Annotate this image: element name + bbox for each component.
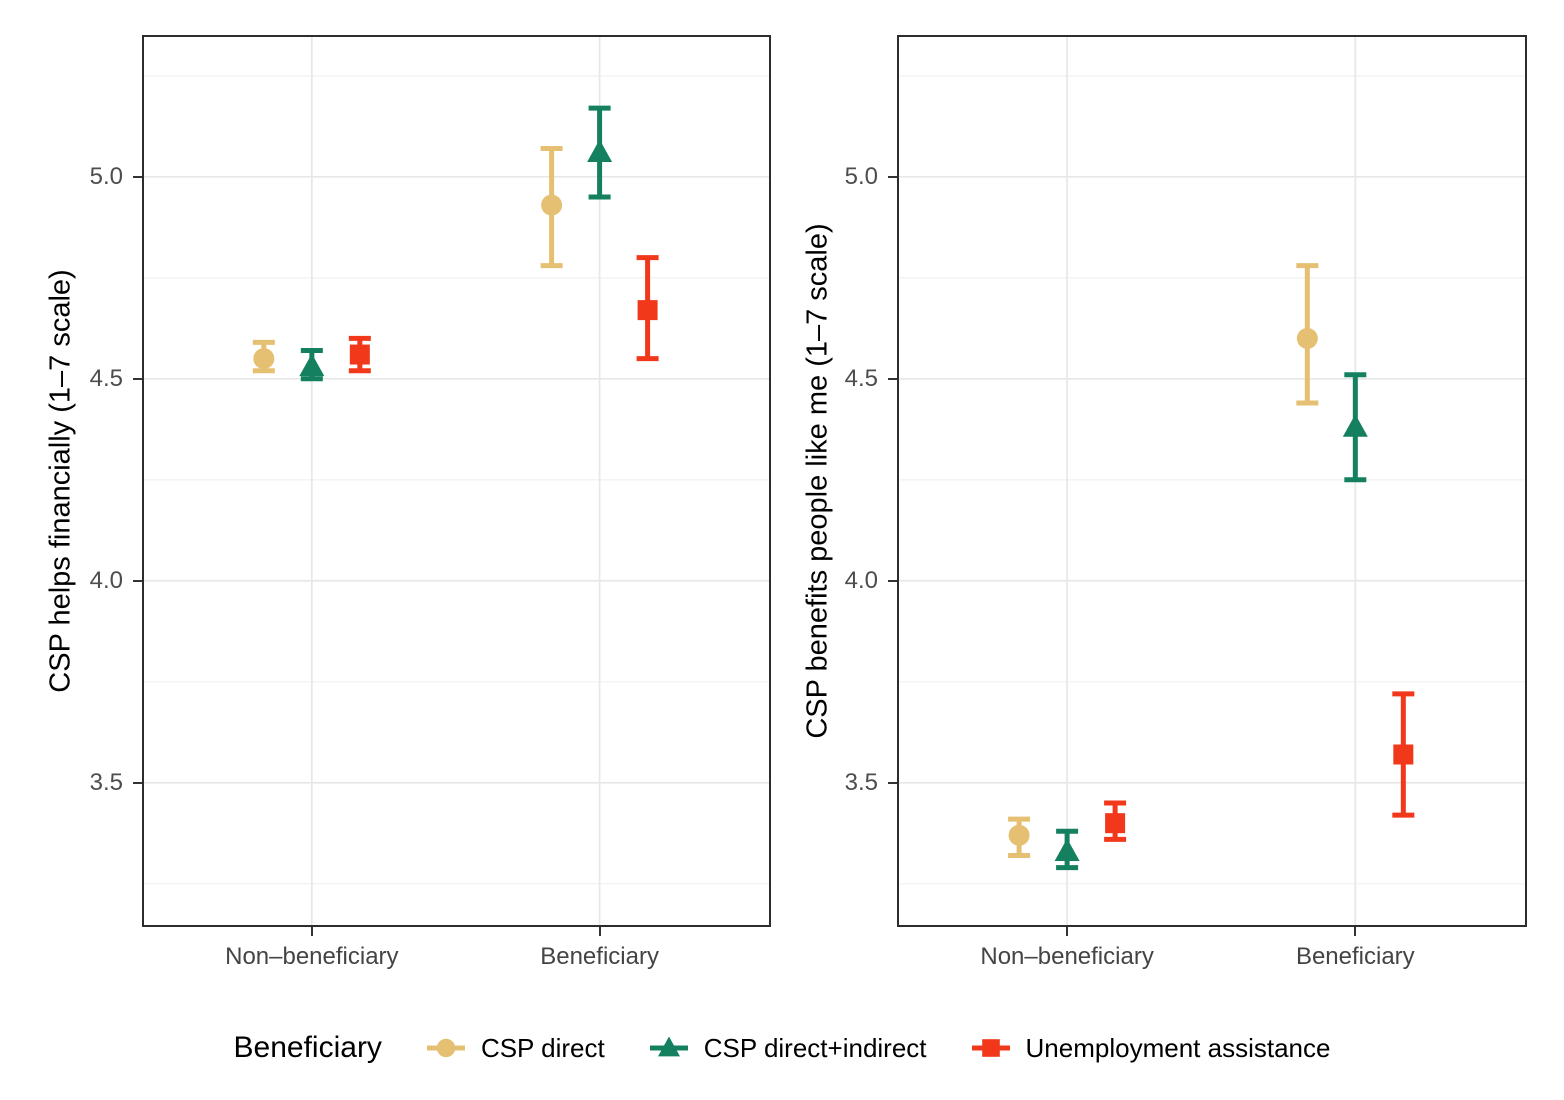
legend-key-svg [971,1039,1010,1057]
y-tick-mark [888,781,897,784]
y-axis-title-left: CSP helps financially (1–7 scale) [44,269,77,693]
csp-direct-indirect-key-icon [647,1032,691,1064]
plot-panel-right [897,35,1527,927]
x-tick-mark [1354,927,1357,936]
square-marker [1105,813,1126,834]
y-tick-mark [888,175,897,178]
x-category-label: Beneficiary [1295,943,1415,970]
panel-border [142,35,771,927]
circle-marker [436,1038,456,1058]
plot-panel-left [142,35,771,927]
legend-label-csp-direct: CSP direct [480,1032,605,1063]
triangle-marker [299,353,325,377]
x-category-label: Beneficiary [540,943,659,970]
csp-direct-key-icon [424,1032,468,1064]
x-tick-mark [598,927,601,936]
legend-item-csp-direct: CSP direct [424,1032,605,1064]
x-category-label: Non–beneficiary [225,943,399,970]
y-tick-mark [133,579,142,582]
x-category-label: Non–beneficiary [980,943,1154,970]
legend-key-svg [426,1038,465,1058]
legend-key-svg [649,1036,688,1057]
y-tick-label: 4.0 [844,566,878,594]
y-tick-mark [888,377,897,380]
circle-marker [1296,327,1318,349]
y-tick-label: 3.5 [844,768,878,796]
y-tick-label: 3.5 [89,768,123,796]
y-tick-label: 4.5 [844,364,878,392]
square-marker [1393,744,1414,765]
y-tick-label: 5.0 [89,162,123,190]
triangle-marker [1342,414,1368,437]
panel-svg [897,35,1527,927]
circle-marker [541,194,563,216]
y-tick-label: 4.5 [89,364,123,392]
triangle-marker [587,139,613,163]
panel-border [897,35,1527,927]
y-tick-mark [133,175,142,178]
y-axis-title-right: CSP benefits people like me (1–7 scale) [801,223,834,739]
circle-marker [1008,824,1030,846]
legend-item-unemployment-assistance: Unemployment assistance [969,1032,1331,1064]
y-tick-mark [133,377,142,380]
triangle-marker [1054,838,1080,861]
y-tick-label: 4.0 [89,566,123,594]
y-tick-label: 5.0 [844,162,878,190]
y-tick-mark [133,781,142,784]
square-marker [637,300,658,321]
panel-svg [142,35,771,927]
square-marker [981,1039,1000,1057]
legend-label-unemployment-assistance: Unemployment assistance [1025,1032,1331,1063]
legend-item-csp-direct-indirect: CSP direct+indirect [647,1032,927,1064]
triangle-marker [657,1036,680,1057]
x-tick-mark [310,927,313,936]
y-tick-mark [888,579,897,582]
legend-label-csp-direct-indirect: CSP direct+indirect [703,1032,927,1063]
legend: Beneficiary CSP direct CSP direct+indire… [0,1014,1564,1082]
square-marker [349,344,370,365]
x-tick-mark [1066,927,1069,936]
legend-title: Beneficiary [233,1031,382,1064]
unemployment-assistance-key-icon [969,1032,1013,1064]
circle-marker [253,348,275,370]
